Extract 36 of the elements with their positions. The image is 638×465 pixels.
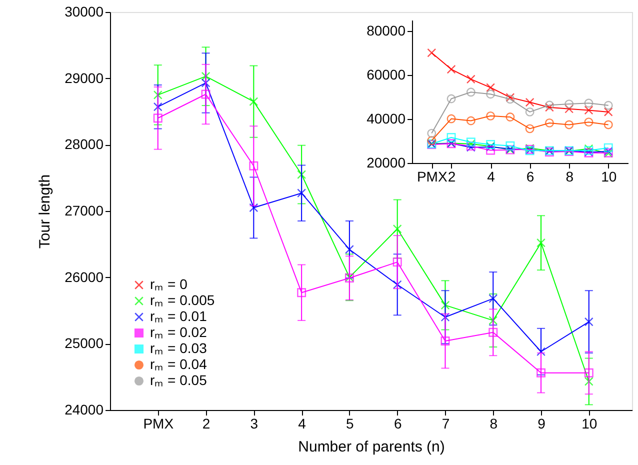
legend-label: rₘ = 0.04 [150, 356, 208, 372]
x-tick-label: 10 [601, 168, 617, 184]
x-tick-label: 7 [442, 416, 450, 432]
y-tick-label: 25000 [64, 335, 104, 352]
x-tick-label: 8 [566, 168, 574, 184]
y-axis-title: Tour length [36, 174, 54, 249]
x-tick-label: 6 [394, 416, 402, 432]
y-tick-label: 27000 [64, 202, 104, 218]
x-tick-label: 9 [538, 416, 546, 432]
y-tick-label: 40000 [366, 110, 406, 126]
legend-label: rₘ = 0.01 [150, 308, 208, 324]
x-tick-label: PMX [143, 416, 174, 432]
y-tick-label: 80000 [366, 22, 406, 38]
y-tick-label: 24000 [64, 402, 104, 418]
y-tick-label: 26000 [64, 268, 104, 285]
x-tick-label: 10 [582, 416, 598, 432]
y-tick-label: 60000 [366, 66, 406, 82]
legend-label: rₘ = 0.03 [150, 340, 208, 356]
y-tick-label: 29000 [64, 70, 104, 86]
x-tick-label: 4 [487, 168, 496, 184]
x-tick-label: 5 [346, 416, 354, 432]
x-tick-label: 4 [298, 416, 306, 432]
x-tick-label: 2 [448, 168, 456, 184]
x-tick-label: 2 [202, 416, 210, 432]
legend-label: rₘ = 0.005 [150, 292, 215, 308]
y-tick-label: 30000 [64, 4, 104, 20]
x-tick-label: 6 [526, 168, 534, 184]
y-tick-label: 20000 [366, 154, 406, 170]
x-axis-title: Number of parents (n) [298, 438, 445, 456]
legend-label: rₘ = 0 [150, 276, 188, 292]
x-tick-label: PMX [416, 168, 448, 184]
x-tick-label: 3 [250, 416, 258, 432]
legend-label: rₘ = 0.02 [150, 324, 208, 340]
y-tick-label: 28000 [64, 136, 104, 152]
legend-label: rₘ = 0.05 [150, 372, 208, 388]
x-tick-label: 8 [490, 416, 498, 432]
